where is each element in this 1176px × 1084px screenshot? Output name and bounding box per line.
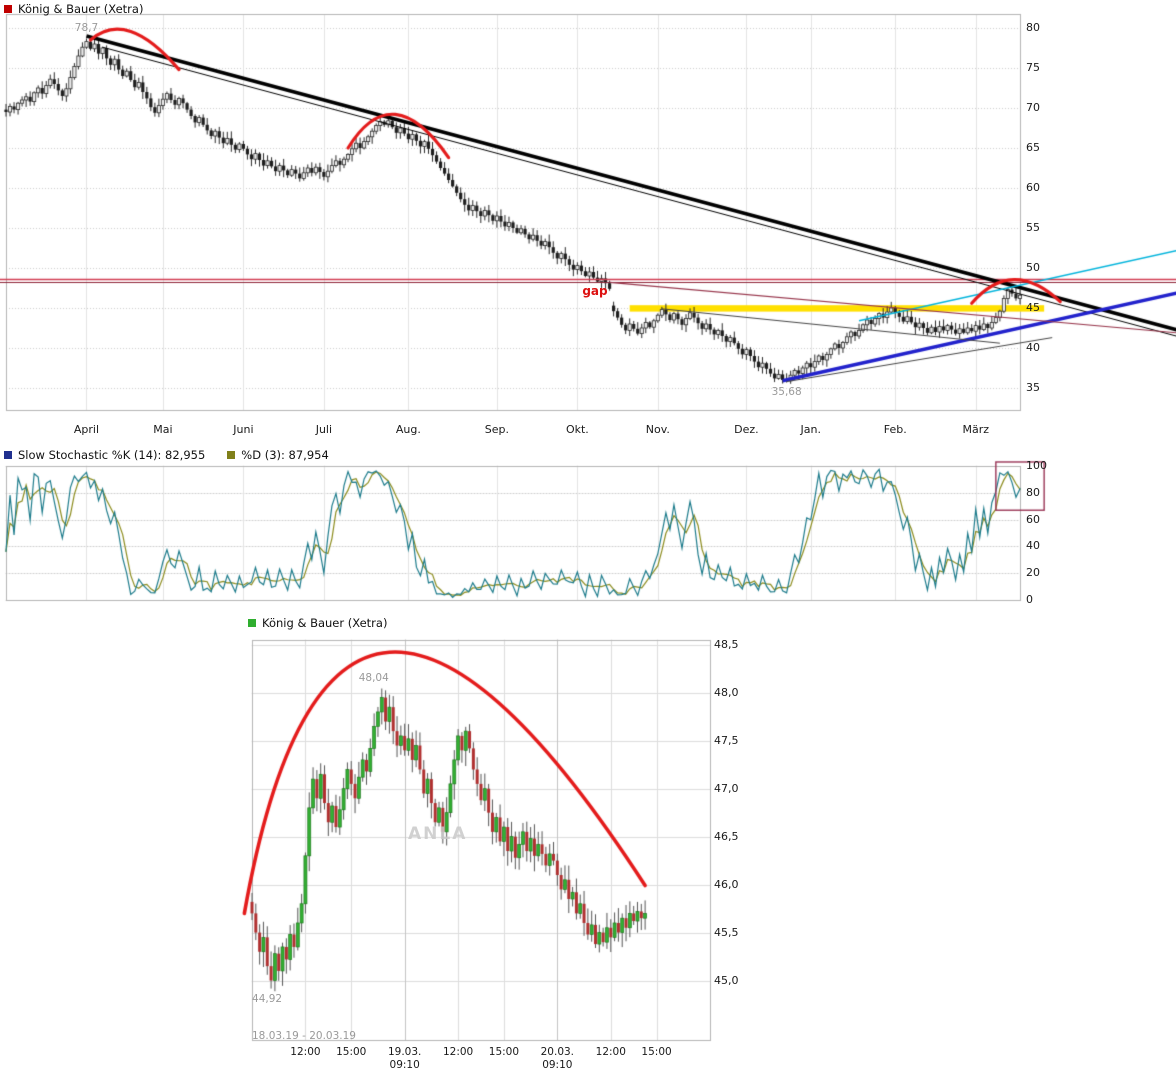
stochastic-legend: Slow Stochastic %K (14): 82,955 %D (3): … <box>4 448 345 462</box>
daily-chart-title: König & Bauer (Xetra) <box>18 2 144 16</box>
intraday-x-tick-label: 12:00 <box>290 1046 321 1058</box>
daily-x-tick-label: Dez. <box>734 423 759 436</box>
daily-y-tick-label: 60 <box>1026 181 1040 194</box>
daily-x-tick-label: Mai <box>153 423 173 436</box>
daily-y-tick-label: 50 <box>1026 261 1040 274</box>
intraday-y-tick-label: 48,0 <box>714 685 739 699</box>
intraday-x-tick-label: 12:00 <box>595 1046 626 1058</box>
daily-y-tick-label: 40 <box>1026 341 1040 354</box>
stochastic-y-tick-label: 40 <box>1026 539 1040 553</box>
daily-x-tick-label: Nov. <box>645 423 670 436</box>
intraday-y-tick-label: 45,5 <box>714 925 739 939</box>
daily-x-tick-label: Sep. <box>484 423 510 436</box>
daily-y-tick-label: 70 <box>1026 101 1040 114</box>
stochastic-y-tick-label: 20 <box>1026 566 1040 580</box>
daily-x-tick-label: Jan. <box>800 423 821 436</box>
daily-x-tick-label: Okt. <box>565 423 589 436</box>
intraday-x-tick-label: 15:00 <box>336 1046 367 1058</box>
intraday-y-tick-label: 48,5 <box>714 637 739 651</box>
stochastic-k-legend-item: Slow Stochastic %K (14): 82,955 <box>4 448 205 462</box>
daily-x-tick-label: Feb. <box>883 423 907 436</box>
intraday-x-tick-label: 09:10 <box>389 1059 420 1071</box>
stochastic-d-legend-item: %D (3): 87,954 <box>227 448 329 462</box>
daily-y-tick-label: 75 <box>1026 61 1040 74</box>
daily-y-tick-label: 80 <box>1026 21 1040 34</box>
intraday-x-tick-label: 15:00 <box>488 1046 520 1058</box>
stochastic-d-marker-icon <box>227 451 236 459</box>
intraday-low-price-label: 44,92 <box>252 993 283 1006</box>
stochastic-k-marker-icon <box>4 451 12 459</box>
daily-x-tick-label: Juni <box>233 423 254 436</box>
daily-x-tick-label: Aug. <box>395 423 421 436</box>
intraday-legend-marker-icon <box>248 619 256 627</box>
date-range-label: 18.03.19 - 20.03.19 <box>252 1030 356 1042</box>
intraday-x-tick-label: 19.03. <box>387 1046 422 1058</box>
intraday-x-tick-label: 12:00 <box>442 1046 474 1058</box>
intraday-y-tick-label: 47,5 <box>714 733 739 747</box>
intraday-y-tick-label: 46,5 <box>714 829 739 843</box>
daily-x-tick-label: März <box>962 423 989 436</box>
intraday-x-tick-label: 15:00 <box>641 1046 672 1058</box>
daily-x-tick-label: Juli <box>315 423 333 436</box>
intraday-high-price-label: 48,04 <box>358 671 389 684</box>
intraday-y-tick-label: 46,0 <box>714 877 739 891</box>
stochastic-y-tick-label: 100 <box>1026 459 1047 472</box>
intraday-chart-legend: König & Bauer (Xetra) <box>248 616 387 630</box>
intraday-y-tick-label: 45,0 <box>714 973 739 987</box>
daily-y-tick-label: 55 <box>1026 221 1040 234</box>
daily-y-tick-label: 35 <box>1026 381 1040 394</box>
stochastic-y-tick-label: 60 <box>1026 512 1040 526</box>
daily-chart-legend: König & Bauer (Xetra) <box>4 2 143 16</box>
daily-y-tick-label: 45 <box>1026 301 1040 314</box>
intraday-chart-title: König & Bauer (Xetra) <box>262 616 388 630</box>
gap-annotation-label: gap <box>582 284 608 299</box>
daily-x-tick-label: April <box>73 423 100 436</box>
stochastic-y-tick-label: 80 <box>1026 485 1040 499</box>
daily-y-tick-label: 65 <box>1026 141 1040 154</box>
stochastic-d-label: %D (3): 87,954 <box>241 448 329 462</box>
watermark-text: ANLA <box>408 824 468 844</box>
daily-low-price-label: 35,68 <box>771 385 802 398</box>
intraday-y-tick-label: 47,0 <box>714 781 739 795</box>
intraday-x-tick-label: 20.03. <box>540 1046 575 1058</box>
intraday-x-tick-label: 09:10 <box>542 1059 573 1071</box>
stochastic-k-label: Slow Stochastic %K (14): 82,955 <box>18 448 206 462</box>
stochastic-y-tick-label: 0 <box>1026 593 1033 606</box>
daily-high-price-label: 78,7 <box>74 22 99 35</box>
daily-legend-marker-icon <box>4 5 12 13</box>
